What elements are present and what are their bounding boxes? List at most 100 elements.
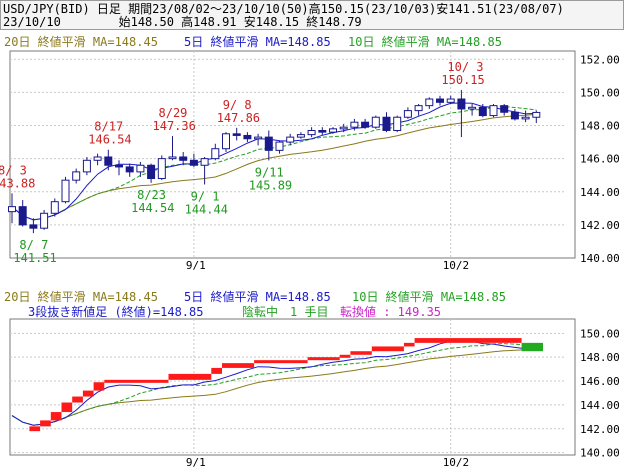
ma5-line [11,102,537,221]
annotation-date: 8/23 [137,188,166,202]
candle-body [200,158,209,166]
three-line-break-blocks [29,338,543,432]
top-xtick-label: 9/1 [186,259,206,272]
top-ytick-label: 140.00 [580,252,620,265]
legend2-ma5: 5日 終値平滑 MA=148.85 [184,289,331,304]
bull-block [307,357,340,361]
candle-body [157,158,166,180]
candle-body [414,105,423,112]
candle-body [382,116,391,131]
bull-block [50,412,62,421]
candle-body [254,136,263,140]
chart-header: USD/JPY(BID) 日足 期間23/08/02～23/10/10(50)高… [0,0,624,30]
annotation-price: 147.86 [217,111,260,125]
candle-body [61,179,70,203]
legend-ma20: 20日 終値平滑 MA=148.45 [4,34,158,49]
candle-body [222,133,230,150]
annotation-price: 146.54 [88,133,131,147]
candle-body [436,98,444,103]
candle-body [510,111,519,120]
top-moving-averages [11,102,537,221]
top-ytick-label: 152.00 [580,53,620,66]
candle-body [275,141,284,151]
candle-body [50,201,59,214]
annotation-price: 145.89 [249,178,292,192]
bottom-ytick-label: 144.00 [580,399,620,412]
bull-block [403,342,415,347]
candle-body [371,116,380,128]
candle-body [82,159,91,173]
threeline-close: 3段抜き新値足 (終値)=148.85 [28,304,203,319]
candle-body [179,156,188,161]
candle-body [478,106,487,117]
threeline-state: 陰転中 [242,304,278,319]
top-ytick-label: 144.00 [580,186,620,199]
candle-body [136,164,145,173]
annotation-date: 8/17 [94,120,123,134]
candle-body [500,105,509,113]
annotation-price: 144.44 [185,202,228,216]
candle-body [425,98,434,107]
header-ohlc-line: 23/10/10 始148.50 高148.91 安148.15 終148.79 [3,15,362,29]
ma5-line-bottom [11,340,537,426]
bull-block [61,402,73,413]
ma10-line-bottom [11,343,537,426]
candle-body [8,206,16,213]
top-xtick-label: 10/2 [443,259,470,272]
annotation-date: 9/11 [255,165,284,179]
bottom-xtick-label: 10/2 [443,456,470,469]
candle-body [532,111,541,118]
candle-body [457,98,466,110]
candle-body [339,126,348,130]
bull-block [168,373,212,380]
candle-body [72,171,81,181]
legend-ma5: 5日 終値平滑 MA=148.85 [184,34,331,49]
annotation-date: 9/ 8 [223,98,252,112]
bottom-plot-frame [9,318,576,456]
candles [8,89,541,234]
bottom-moving-averages [11,340,537,426]
annotation-price: 143.88 [0,176,35,190]
candle-body [521,116,530,120]
top-grid [10,51,565,258]
annotation-price: 144.54 [131,201,174,215]
candle-body [189,159,198,166]
legend-ma10: 10日 終値平滑 MA=148.85 [348,34,502,49]
top-ytick-label: 148.00 [580,120,620,133]
candle-body [329,128,337,133]
candle-body [446,98,455,103]
header-period-line: USD/JPY(BID) 日足 期間23/08/02～23/10/10(50)高… [3,2,564,16]
top-y-axis: 140.00 142.00 144.00 146.00 148.00 150.00 152.… [186,53,620,272]
ma10-line [11,106,537,221]
annotation-price: 141.51 [13,251,56,265]
candle-body [29,224,38,229]
candle-body [211,148,220,160]
top-ytick-label: 146.00 [580,153,620,166]
candle-body [468,106,477,110]
candle-body [318,129,327,133]
bull-block [350,351,372,355]
bottom-xtick-label: 9/1 [186,456,206,469]
bull-block [254,360,308,364]
top-ytick-label: 142.00 [580,219,620,232]
candle-body [489,105,498,117]
candle-body [40,212,49,229]
candle-body [264,136,273,151]
candle-body [403,110,412,118]
candle-body [286,136,295,143]
bull-block [371,346,404,352]
candle-body [307,129,316,136]
candle-body [147,164,156,180]
bull-block [40,420,51,427]
annotation-price: 147.36 [153,119,196,133]
legend2-ma20: 20日 終値平滑 MA=148.45 [4,289,158,304]
bottom-ytick-label: 142.00 [580,423,620,436]
candle-body [93,156,102,161]
candle-body [393,116,402,131]
bottom-y-axis: 140.00 142.00 144.00 146.00 148.00 150.00 9/1 1… [186,327,620,469]
candle-body [296,134,305,138]
bottom-ytick-label: 150.00 [580,327,620,340]
bottom-ytick-label: 148.00 [580,351,620,364]
bull-block [414,338,522,343]
